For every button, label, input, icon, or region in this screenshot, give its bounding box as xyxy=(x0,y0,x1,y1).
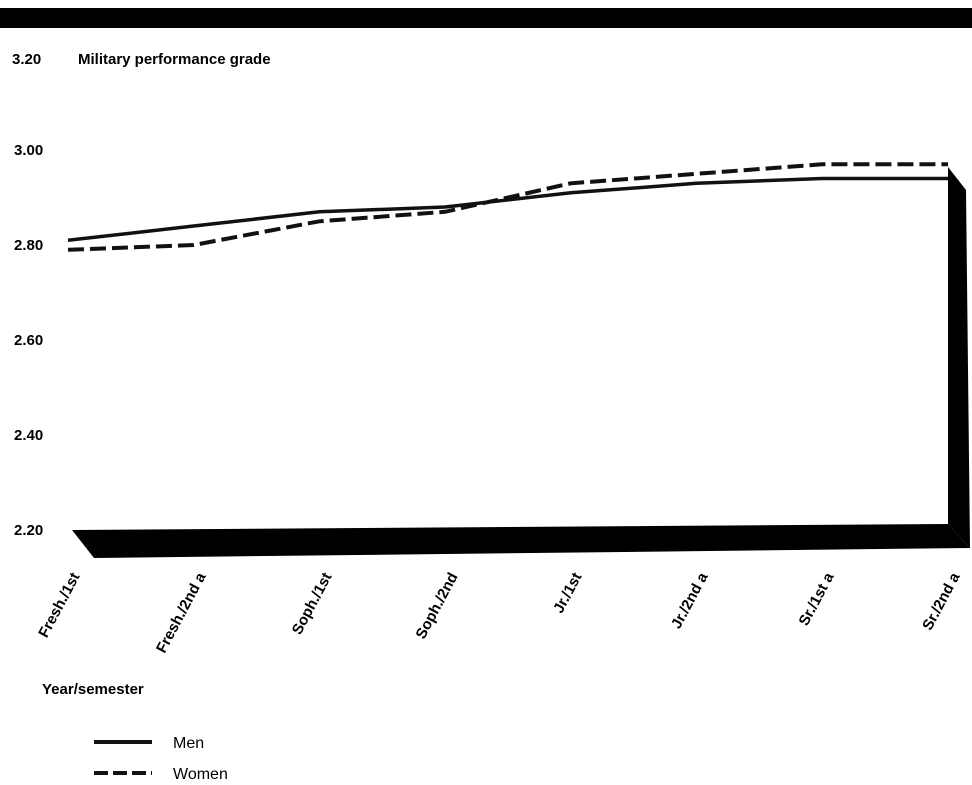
y-tick-label: 2.60 xyxy=(14,332,43,349)
y-tick-label: 3.00 xyxy=(14,142,43,159)
y-tick-label: 2.40 xyxy=(14,427,43,444)
x-tick-label: Sr./2nd a xyxy=(919,569,964,633)
y-axis-ticks: 2.20 2.40 2.60 2.80 3.00 xyxy=(14,142,43,539)
y-tick-label: 2.20 xyxy=(14,522,43,539)
series-lines xyxy=(67,162,948,252)
x-tick-label: Jr./2nd a xyxy=(668,569,712,631)
chart-right-wall-3d xyxy=(948,167,970,548)
chart-floor-3d xyxy=(72,524,970,558)
series-line-women xyxy=(67,162,948,252)
legend: Men Women xyxy=(94,735,228,783)
x-tick-label: Fresh./1st xyxy=(35,570,83,641)
x-tick-label: Jr./1st xyxy=(550,570,585,616)
x-tick-label: Fresh./2nd a xyxy=(153,569,210,656)
y-tick-top: 3.20 xyxy=(12,51,41,68)
legend-label-women: Women xyxy=(173,766,228,783)
x-axis-label: Year/semester xyxy=(42,681,144,698)
y-tick-label: 2.80 xyxy=(14,237,43,254)
x-tick-label: Sr./1st a xyxy=(796,569,838,628)
legend-label-men: Men xyxy=(173,735,204,752)
series-line-men xyxy=(67,176,948,243)
top-banner-bar xyxy=(0,8,972,28)
x-tick-label: Soph./1st xyxy=(289,570,336,638)
chart-title: Military performance grade xyxy=(78,51,271,68)
x-axis-ticks: Fresh./1st Fresh./2nd a Soph./1st Soph./2nd… xyxy=(35,569,964,656)
x-tick-label: Soph./2nd xyxy=(412,570,461,642)
